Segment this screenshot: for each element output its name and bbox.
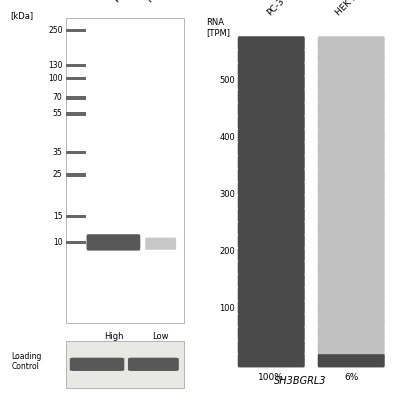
FancyBboxPatch shape bbox=[318, 353, 385, 368]
FancyBboxPatch shape bbox=[238, 274, 305, 288]
FancyBboxPatch shape bbox=[70, 358, 124, 371]
FancyBboxPatch shape bbox=[238, 182, 305, 196]
FancyBboxPatch shape bbox=[318, 129, 385, 143]
FancyBboxPatch shape bbox=[318, 248, 385, 262]
Bar bbox=[66, 96, 86, 100]
FancyBboxPatch shape bbox=[238, 208, 305, 222]
FancyBboxPatch shape bbox=[238, 168, 305, 182]
FancyBboxPatch shape bbox=[238, 300, 305, 314]
FancyBboxPatch shape bbox=[238, 50, 305, 64]
Bar bbox=[66, 29, 86, 32]
Text: PC-3: PC-3 bbox=[266, 0, 286, 18]
FancyBboxPatch shape bbox=[318, 36, 385, 50]
Bar bbox=[66, 341, 184, 388]
FancyBboxPatch shape bbox=[318, 287, 385, 301]
FancyBboxPatch shape bbox=[318, 221, 385, 235]
Text: 130: 130 bbox=[48, 61, 63, 70]
Text: 200: 200 bbox=[219, 247, 235, 256]
Bar bbox=[66, 64, 86, 68]
FancyBboxPatch shape bbox=[145, 238, 176, 250]
FancyBboxPatch shape bbox=[238, 327, 305, 341]
FancyBboxPatch shape bbox=[318, 116, 385, 130]
Text: PC-3: PC-3 bbox=[113, 0, 133, 5]
Text: RNA
[TPM]: RNA [TPM] bbox=[207, 18, 231, 37]
FancyBboxPatch shape bbox=[318, 76, 385, 90]
FancyBboxPatch shape bbox=[238, 248, 305, 262]
Text: [kDa]: [kDa] bbox=[10, 11, 33, 20]
FancyBboxPatch shape bbox=[318, 102, 385, 116]
FancyBboxPatch shape bbox=[238, 155, 305, 169]
Bar bbox=[66, 215, 86, 218]
Text: Low: Low bbox=[152, 332, 169, 341]
FancyBboxPatch shape bbox=[238, 116, 305, 130]
Text: 55: 55 bbox=[53, 110, 63, 118]
Text: 100: 100 bbox=[48, 74, 63, 83]
Bar bbox=[66, 77, 86, 80]
Text: High: High bbox=[104, 332, 123, 341]
Bar bbox=[66, 112, 86, 116]
Text: 70: 70 bbox=[53, 94, 63, 102]
FancyBboxPatch shape bbox=[238, 142, 305, 156]
FancyBboxPatch shape bbox=[128, 358, 179, 371]
Text: 500: 500 bbox=[219, 76, 235, 85]
Bar bbox=[66, 173, 86, 176]
FancyBboxPatch shape bbox=[238, 102, 305, 116]
Text: 300: 300 bbox=[219, 190, 235, 199]
FancyBboxPatch shape bbox=[318, 155, 385, 169]
FancyBboxPatch shape bbox=[318, 142, 385, 156]
Text: 6%: 6% bbox=[344, 373, 358, 382]
Text: 100: 100 bbox=[219, 304, 235, 313]
FancyBboxPatch shape bbox=[318, 314, 385, 328]
Text: 400: 400 bbox=[219, 133, 235, 142]
Text: 25: 25 bbox=[53, 170, 63, 180]
FancyBboxPatch shape bbox=[318, 274, 385, 288]
FancyBboxPatch shape bbox=[318, 234, 385, 248]
FancyBboxPatch shape bbox=[238, 76, 305, 90]
FancyBboxPatch shape bbox=[238, 340, 305, 354]
FancyBboxPatch shape bbox=[318, 340, 385, 354]
FancyBboxPatch shape bbox=[238, 195, 305, 209]
FancyBboxPatch shape bbox=[318, 50, 385, 64]
FancyBboxPatch shape bbox=[318, 89, 385, 103]
FancyBboxPatch shape bbox=[238, 314, 305, 328]
Bar bbox=[66, 241, 86, 244]
Text: 35: 35 bbox=[53, 148, 63, 157]
Text: HEK 293: HEK 293 bbox=[146, 0, 180, 5]
FancyBboxPatch shape bbox=[238, 234, 305, 248]
FancyBboxPatch shape bbox=[318, 63, 385, 77]
FancyBboxPatch shape bbox=[238, 36, 305, 50]
Bar bbox=[66, 151, 86, 154]
FancyBboxPatch shape bbox=[238, 353, 305, 368]
Text: Loading
Control: Loading Control bbox=[12, 352, 42, 371]
FancyBboxPatch shape bbox=[238, 221, 305, 235]
Bar bbox=[66, 18, 184, 323]
FancyBboxPatch shape bbox=[238, 287, 305, 301]
FancyBboxPatch shape bbox=[238, 129, 305, 143]
FancyBboxPatch shape bbox=[318, 327, 385, 341]
FancyBboxPatch shape bbox=[318, 168, 385, 182]
Text: 10: 10 bbox=[53, 238, 63, 247]
FancyBboxPatch shape bbox=[318, 195, 385, 209]
Text: HEK 293: HEK 293 bbox=[334, 0, 367, 18]
FancyBboxPatch shape bbox=[318, 182, 385, 196]
FancyBboxPatch shape bbox=[238, 89, 305, 103]
FancyBboxPatch shape bbox=[318, 208, 385, 222]
FancyBboxPatch shape bbox=[318, 261, 385, 275]
FancyBboxPatch shape bbox=[87, 234, 140, 250]
FancyBboxPatch shape bbox=[238, 63, 305, 77]
Text: SH3BGRL3: SH3BGRL3 bbox=[274, 376, 326, 386]
FancyBboxPatch shape bbox=[318, 300, 385, 314]
Text: 250: 250 bbox=[48, 26, 63, 35]
FancyBboxPatch shape bbox=[238, 261, 305, 275]
Text: 15: 15 bbox=[53, 212, 63, 221]
Text: 100%: 100% bbox=[258, 373, 284, 382]
